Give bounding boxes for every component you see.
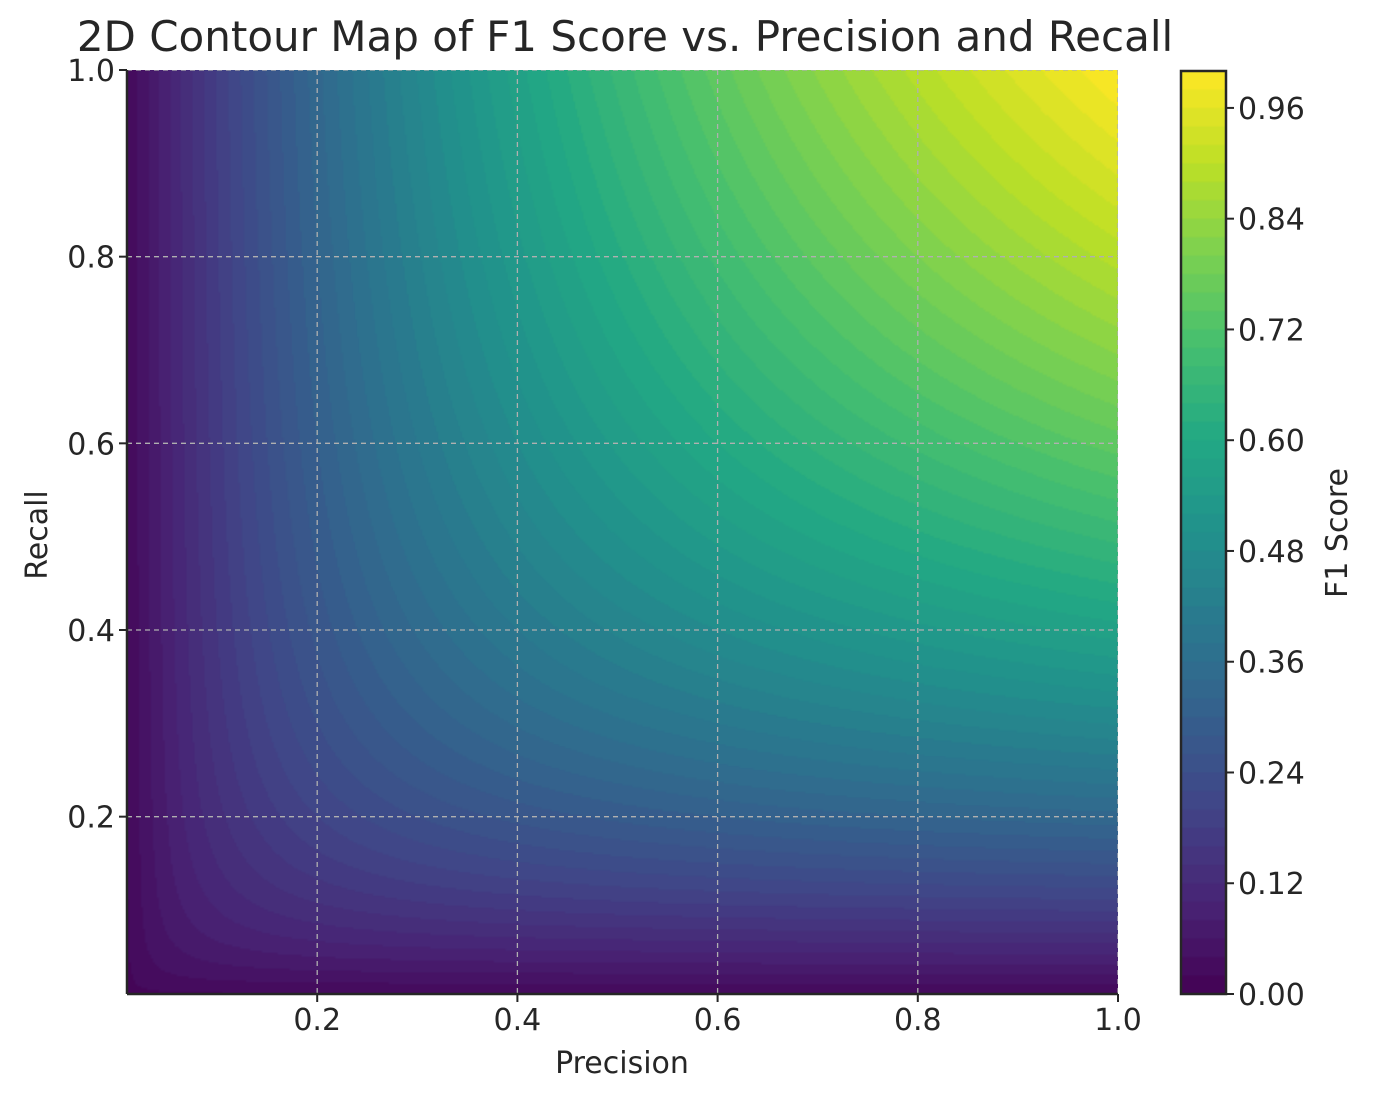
chart-title: 2D Contour Map of F1 Score vs. Precision… xyxy=(76,12,1174,61)
colorbar-gradient xyxy=(1181,71,1226,994)
x-tick-label: 1.0 xyxy=(1094,1003,1142,1038)
y-axis-ticks: 0.2 0.4 0.6 0.8 1.0 xyxy=(67,54,127,836)
y-tick-label: 0.8 xyxy=(67,241,115,276)
colorbar-label: F1 Score xyxy=(1320,468,1355,598)
colorbar-tick-label: 0.84 xyxy=(1238,203,1305,238)
colorbar-tick-label: 0.48 xyxy=(1238,535,1305,570)
y-tick-label: 0.4 xyxy=(67,614,115,649)
y-tick-label: 1.0 xyxy=(67,54,115,89)
x-tick-label: 0.6 xyxy=(694,1003,742,1038)
colorbar-tick-label: 0.36 xyxy=(1238,646,1305,681)
axes-frame xyxy=(125,70,1118,996)
colorbar-tick-label: 0.24 xyxy=(1238,756,1305,791)
colorbar: 0.00 0.12 0.24 0.36 0.48 0.60 0.72 0.84 0.96 F1 … xyxy=(1179,69,1355,1013)
plot-area xyxy=(125,70,1118,996)
y-tick-label: 0.2 xyxy=(67,801,115,836)
colorbar-tick-label: 0.72 xyxy=(1238,313,1305,348)
y-tick-label: 0.6 xyxy=(67,427,115,462)
x-tick-label: 0.2 xyxy=(293,1003,341,1038)
colorbar-tick-label: 0.96 xyxy=(1238,92,1305,127)
x-tick-label: 0.4 xyxy=(494,1003,542,1038)
x-axis-ticks: 0.2 0.4 0.6 0.8 1.0 xyxy=(293,994,1142,1038)
colorbar-tick-label: 0.00 xyxy=(1238,978,1305,1013)
colorbar-tick-label: 0.60 xyxy=(1238,424,1305,459)
y-axis-label: Recall xyxy=(20,490,55,580)
colorbar-frame xyxy=(1179,69,1228,996)
colorbar-tick-label: 0.12 xyxy=(1238,867,1305,902)
x-tick-label: 0.8 xyxy=(894,1003,942,1038)
colorbar-ticks: 0.00 0.12 0.24 0.36 0.48 0.60 0.72 0.84 0.96 xyxy=(1226,92,1305,1013)
x-axis-label: Precision xyxy=(555,1046,689,1081)
f1-contour-fill xyxy=(127,70,1118,994)
grid-lines xyxy=(127,70,1118,994)
